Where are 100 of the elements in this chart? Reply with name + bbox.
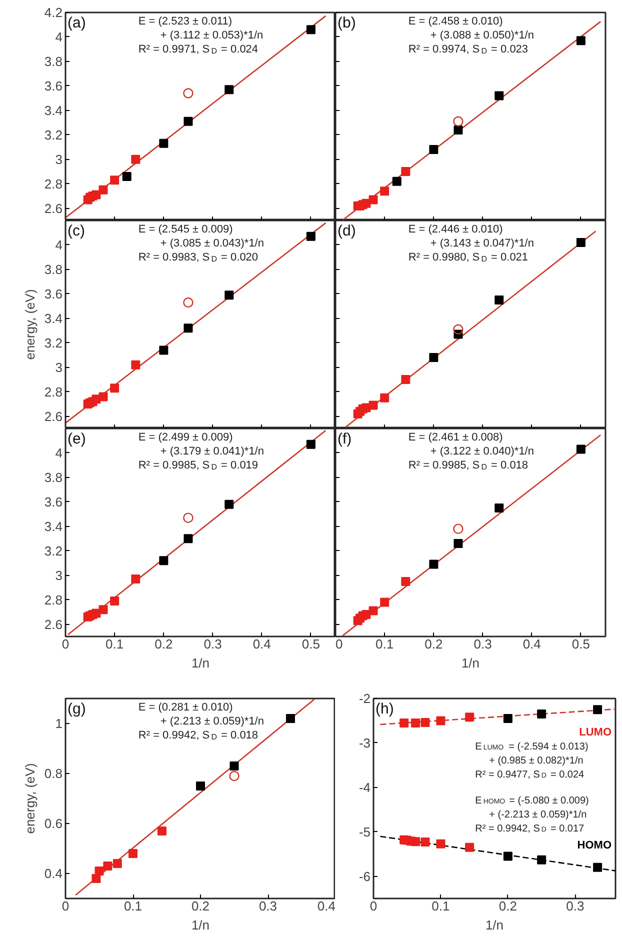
x-tick-label: 0.1 xyxy=(106,636,124,652)
y-tick-label: 4 xyxy=(55,237,63,252)
point xyxy=(368,195,378,204)
point xyxy=(183,297,194,308)
x-tick-label: 0.2 xyxy=(498,898,517,914)
point xyxy=(224,500,234,509)
point xyxy=(503,714,512,723)
y-tick-label: 3 xyxy=(55,152,63,167)
annotation: + (2.213 ± 0.059)*1/n xyxy=(160,716,264,728)
x-axis-title: 1/n xyxy=(461,656,480,670)
y-tick-label: 3.2 xyxy=(44,335,63,350)
y-tick-label: 3.8 xyxy=(44,54,63,69)
y-tick-label: 3.6 xyxy=(44,494,63,510)
y-tick-label: 3.8 xyxy=(44,470,63,485)
x-tick-label: 0.5 xyxy=(302,636,320,652)
y-tick-label: 4.2 xyxy=(44,5,63,20)
point xyxy=(454,125,463,134)
point xyxy=(196,782,205,790)
point xyxy=(229,770,240,782)
point xyxy=(401,167,410,176)
point xyxy=(184,116,193,126)
annotation: E = (2.458 ± 0.010) xyxy=(408,16,503,28)
point xyxy=(131,574,140,584)
annotation: (g) xyxy=(68,700,86,718)
point xyxy=(157,826,166,836)
x-tick-label: 0.3 xyxy=(474,636,492,652)
y-tick-label: 1 xyxy=(55,716,63,731)
point xyxy=(494,296,504,305)
point xyxy=(224,85,234,94)
y-tick-label: 3.4 xyxy=(44,518,63,534)
point xyxy=(368,606,378,616)
y-axis-title: energy, (eV) xyxy=(22,289,38,360)
point xyxy=(306,25,316,34)
x-tick-label: 0.1 xyxy=(432,898,450,914)
x-tick-label: 0.4 xyxy=(522,636,541,652)
y-tick-label: 3.6 xyxy=(44,78,63,94)
point xyxy=(429,145,438,154)
point xyxy=(98,185,108,194)
point xyxy=(122,172,132,181)
y-tick-label: 2.6 xyxy=(44,200,63,216)
point xyxy=(230,762,239,770)
point xyxy=(494,91,504,100)
x-tick-label: 0.1 xyxy=(124,898,142,914)
y-tick-label: 3 xyxy=(55,568,63,583)
x-tick-label: 0.5 xyxy=(572,636,590,652)
x-tick-label: 0 xyxy=(62,898,70,914)
annotation: + (-2.213 ± 0.059)*1/n xyxy=(489,810,587,820)
annotation: (h) xyxy=(376,700,394,718)
point xyxy=(362,198,371,208)
point xyxy=(183,88,194,98)
y-tick-label: -5 xyxy=(358,824,371,840)
y-tick-label: 2.8 xyxy=(44,176,63,192)
annotation: HOMO xyxy=(577,840,612,852)
annotation: E = (2.545 ± 0.009) xyxy=(138,224,233,236)
annotation: R² = 0.9980, SD = 0.021 xyxy=(408,252,528,264)
point xyxy=(112,859,122,868)
annotation: LUMO xyxy=(579,726,612,738)
point xyxy=(454,539,463,548)
point xyxy=(380,393,390,402)
annotation: E = (0.281 ± 0.010) xyxy=(138,702,233,714)
y-tick-label: 2.6 xyxy=(44,616,63,632)
point xyxy=(286,714,295,723)
x-tick-label: 0.2 xyxy=(154,636,173,652)
y-tick-label: 3.6 xyxy=(44,286,63,302)
y-tick-label: 3.4 xyxy=(44,310,63,326)
point xyxy=(576,238,586,248)
point xyxy=(392,176,402,186)
point xyxy=(380,186,390,196)
point xyxy=(429,560,438,569)
point xyxy=(306,440,316,449)
annotation: E = (2.446 ± 0.010) xyxy=(408,224,503,236)
point xyxy=(131,360,140,370)
point xyxy=(436,716,446,726)
y-tick-label: -6 xyxy=(358,868,371,884)
point xyxy=(92,608,101,618)
point xyxy=(453,116,464,126)
x-tick-label: 0 xyxy=(62,636,70,652)
annotation: + (3.143 ± 0.047)*1/n xyxy=(430,238,534,250)
annotation: (c) xyxy=(68,222,85,240)
x-tick-label: 0.3 xyxy=(204,636,222,652)
point xyxy=(401,576,410,586)
point xyxy=(453,324,464,334)
point xyxy=(537,710,546,719)
x-tick-label: 0.4 xyxy=(252,636,271,652)
point xyxy=(380,598,390,607)
x-tick-label: 0.3 xyxy=(258,898,278,914)
annotation: (b) xyxy=(338,14,356,32)
annotation: R² = 0.9971, SD = 0.024 xyxy=(138,44,258,56)
y-tick-label: 3 xyxy=(55,360,63,375)
annotation: R² = 0.9983, SD = 0.020 xyxy=(138,252,258,264)
point xyxy=(159,138,168,148)
x-axis-title: 1/n xyxy=(191,656,210,670)
point xyxy=(131,154,140,164)
point xyxy=(420,718,430,727)
x-tick-label: 0.2 xyxy=(191,898,210,914)
annotation: + (3.112 ± 0.053)*1/n xyxy=(160,30,264,42)
y-tick-label: 2.8 xyxy=(44,384,63,400)
y-tick-label: 2.8 xyxy=(44,592,63,608)
y-tick-label: 2.6 xyxy=(44,408,63,424)
point xyxy=(110,384,120,393)
